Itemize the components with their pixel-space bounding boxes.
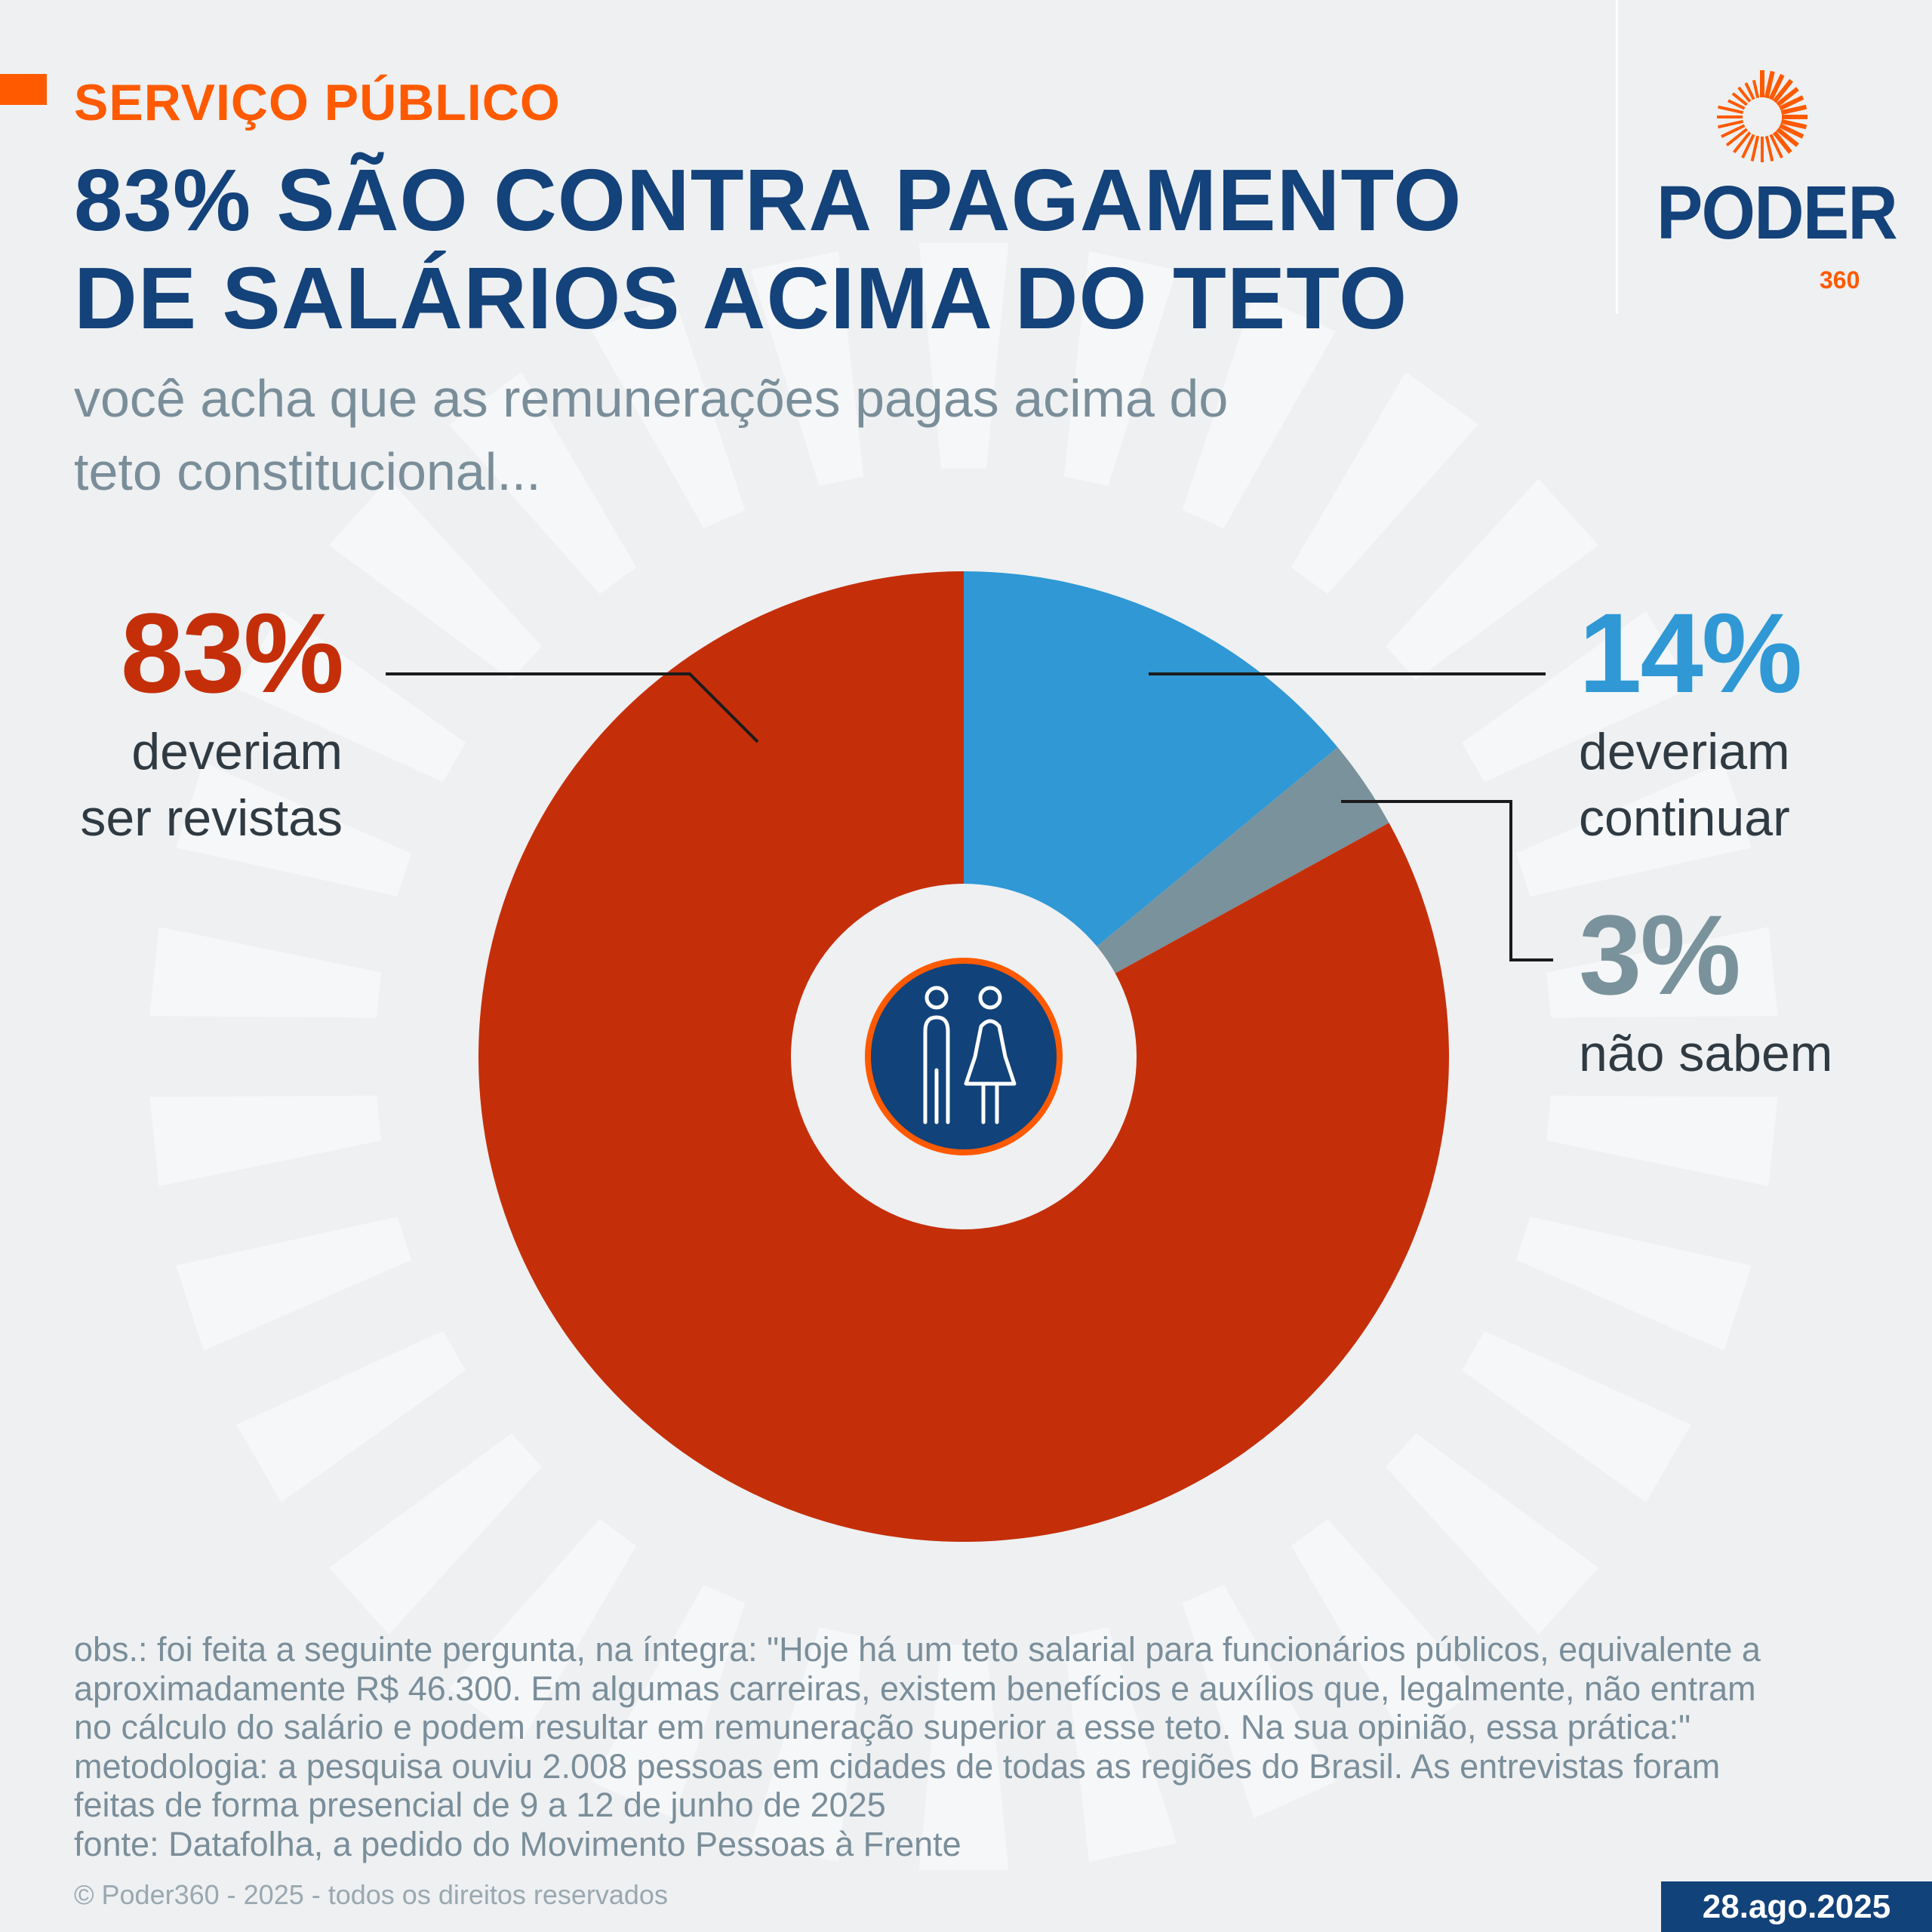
header-divider [1616,0,1618,314]
sun-ray [1731,92,1748,106]
sun-ray [1752,79,1760,99]
sun-ray [1727,99,1746,110]
background-ray [1291,1518,1478,1742]
note-line: metodologia: a pesquisa ouviu 2.008 pess… [74,1746,1721,1786]
background-ray [592,1584,746,1819]
value-14: 14% [1579,589,1802,716]
sun-ray [1725,128,1748,146]
label-14: 14% deveriam continuar [1579,589,1802,851]
sun-ray [1768,73,1785,100]
background-ray [1462,611,1691,783]
subtitle-line-1: você acha que as remunerações pagas acim… [74,369,1229,428]
background-ray [449,371,637,595]
background-ray [1516,1217,1752,1351]
people-icon [923,986,1017,1124]
background-ray [1516,762,1752,897]
sun-ray [1718,119,1744,129]
background-ray [1546,1095,1778,1186]
background-ray [176,762,411,897]
sun-ray [1750,135,1760,162]
background-ray [328,1433,542,1635]
background-ray [176,1217,411,1351]
sun-ray [1721,124,1746,138]
background-ray [149,927,382,1018]
logo-word: PODER [1657,171,1898,255]
label-14-line1: deveriam [1579,723,1790,780]
label-83: 83% deveriam ser revistas [45,589,344,851]
sun-ray [1733,131,1752,154]
sun-ray [1741,134,1755,158]
background-ray [1063,251,1177,486]
leader-lines [386,672,1553,961]
background-ray [750,1627,864,1863]
note-line: aproximadamente R$ 46.300. Em algumas ca… [74,1669,1756,1708]
background-ray [236,611,466,783]
value-3: 3% [1579,891,1741,1018]
background-ray [1182,294,1336,529]
background-ray [918,1644,1009,1871]
note-line: obs.: foi feita a seguinte pergunta, na … [74,1630,1761,1669]
logo-number: 360 [1820,266,1860,294]
label-3: 3% não sabem [1579,898,1832,1087]
background-ray [1182,1584,1336,1819]
subtitle: você acha que as remunerações pagas acim… [74,362,1228,509]
background-ray [328,478,542,680]
background-ray [750,251,864,486]
sun-ray [1776,127,1799,147]
section-kicker: SERVIÇO PÚBLICO [74,74,561,131]
sun-ray [1737,86,1752,103]
subtitle-line-2: teto constitucional... [74,442,541,501]
copyright: © Poder360 - 2025 - todos os direitos re… [74,1879,668,1910]
title-line-2: DE SALÁRIOS ACIMA DO TETO [74,249,1408,347]
sun-ray [1779,123,1804,139]
background-ray [149,1095,382,1186]
label-3-line1: não sabem [1579,1025,1833,1082]
label-83-line1: deveriam [131,723,343,780]
sun-ray [1772,78,1794,103]
background-ray [592,294,746,529]
poder360-logo: PODER 360 [1657,68,1898,309]
page-title: 83% SÃO CONTRA PAGAMENTO DE SALÁRIOS ACI… [74,151,1462,347]
sun-ray [1772,131,1792,154]
sun-ray [1769,134,1783,158]
sun-ray [1764,70,1775,99]
sun-ray [1764,135,1774,162]
center-badge [865,958,1063,1155]
note-line: fonte: Datafolha, a pedido do Movimento … [74,1824,961,1863]
sun-ray [1780,118,1807,130]
background-ray [236,1331,466,1503]
background-ray [1462,1331,1691,1503]
title-line-1: 83% SÃO CONTRA PAGAMENTO [74,151,1463,249]
sun-ray [1780,104,1807,115]
background-ray [1386,478,1599,680]
value-83: 83% [120,589,344,716]
leader-line-3 [1341,800,1553,961]
sun-ray [1744,82,1755,100]
leader-line-83 [386,672,759,743]
background-ray [1546,927,1778,1018]
sun-ray [1776,87,1799,107]
background-ray [918,242,1009,469]
label-83-line2: ser revistas [80,789,343,847]
note-line: feitas de forma presencial de 9 a 12 de … [74,1786,886,1824]
background-ray [1386,1433,1599,1635]
note-line: no cálculo do salário e podem resultar e… [74,1708,1691,1746]
date-badge: 28.ago.2025 [1661,1881,1932,1932]
section-tag-marker [0,74,47,105]
sun-ray [1718,105,1744,115]
background-ray [1063,1627,1177,1863]
sun-ray [1779,95,1804,111]
footnote: obs.: foi feita a seguinte pergunta, na … [74,1630,1900,1863]
background-ray [449,1518,637,1742]
label-14-line2: continuar [1579,789,1790,847]
sun-icon [1717,70,1807,162]
background-ray [1291,371,1478,595]
